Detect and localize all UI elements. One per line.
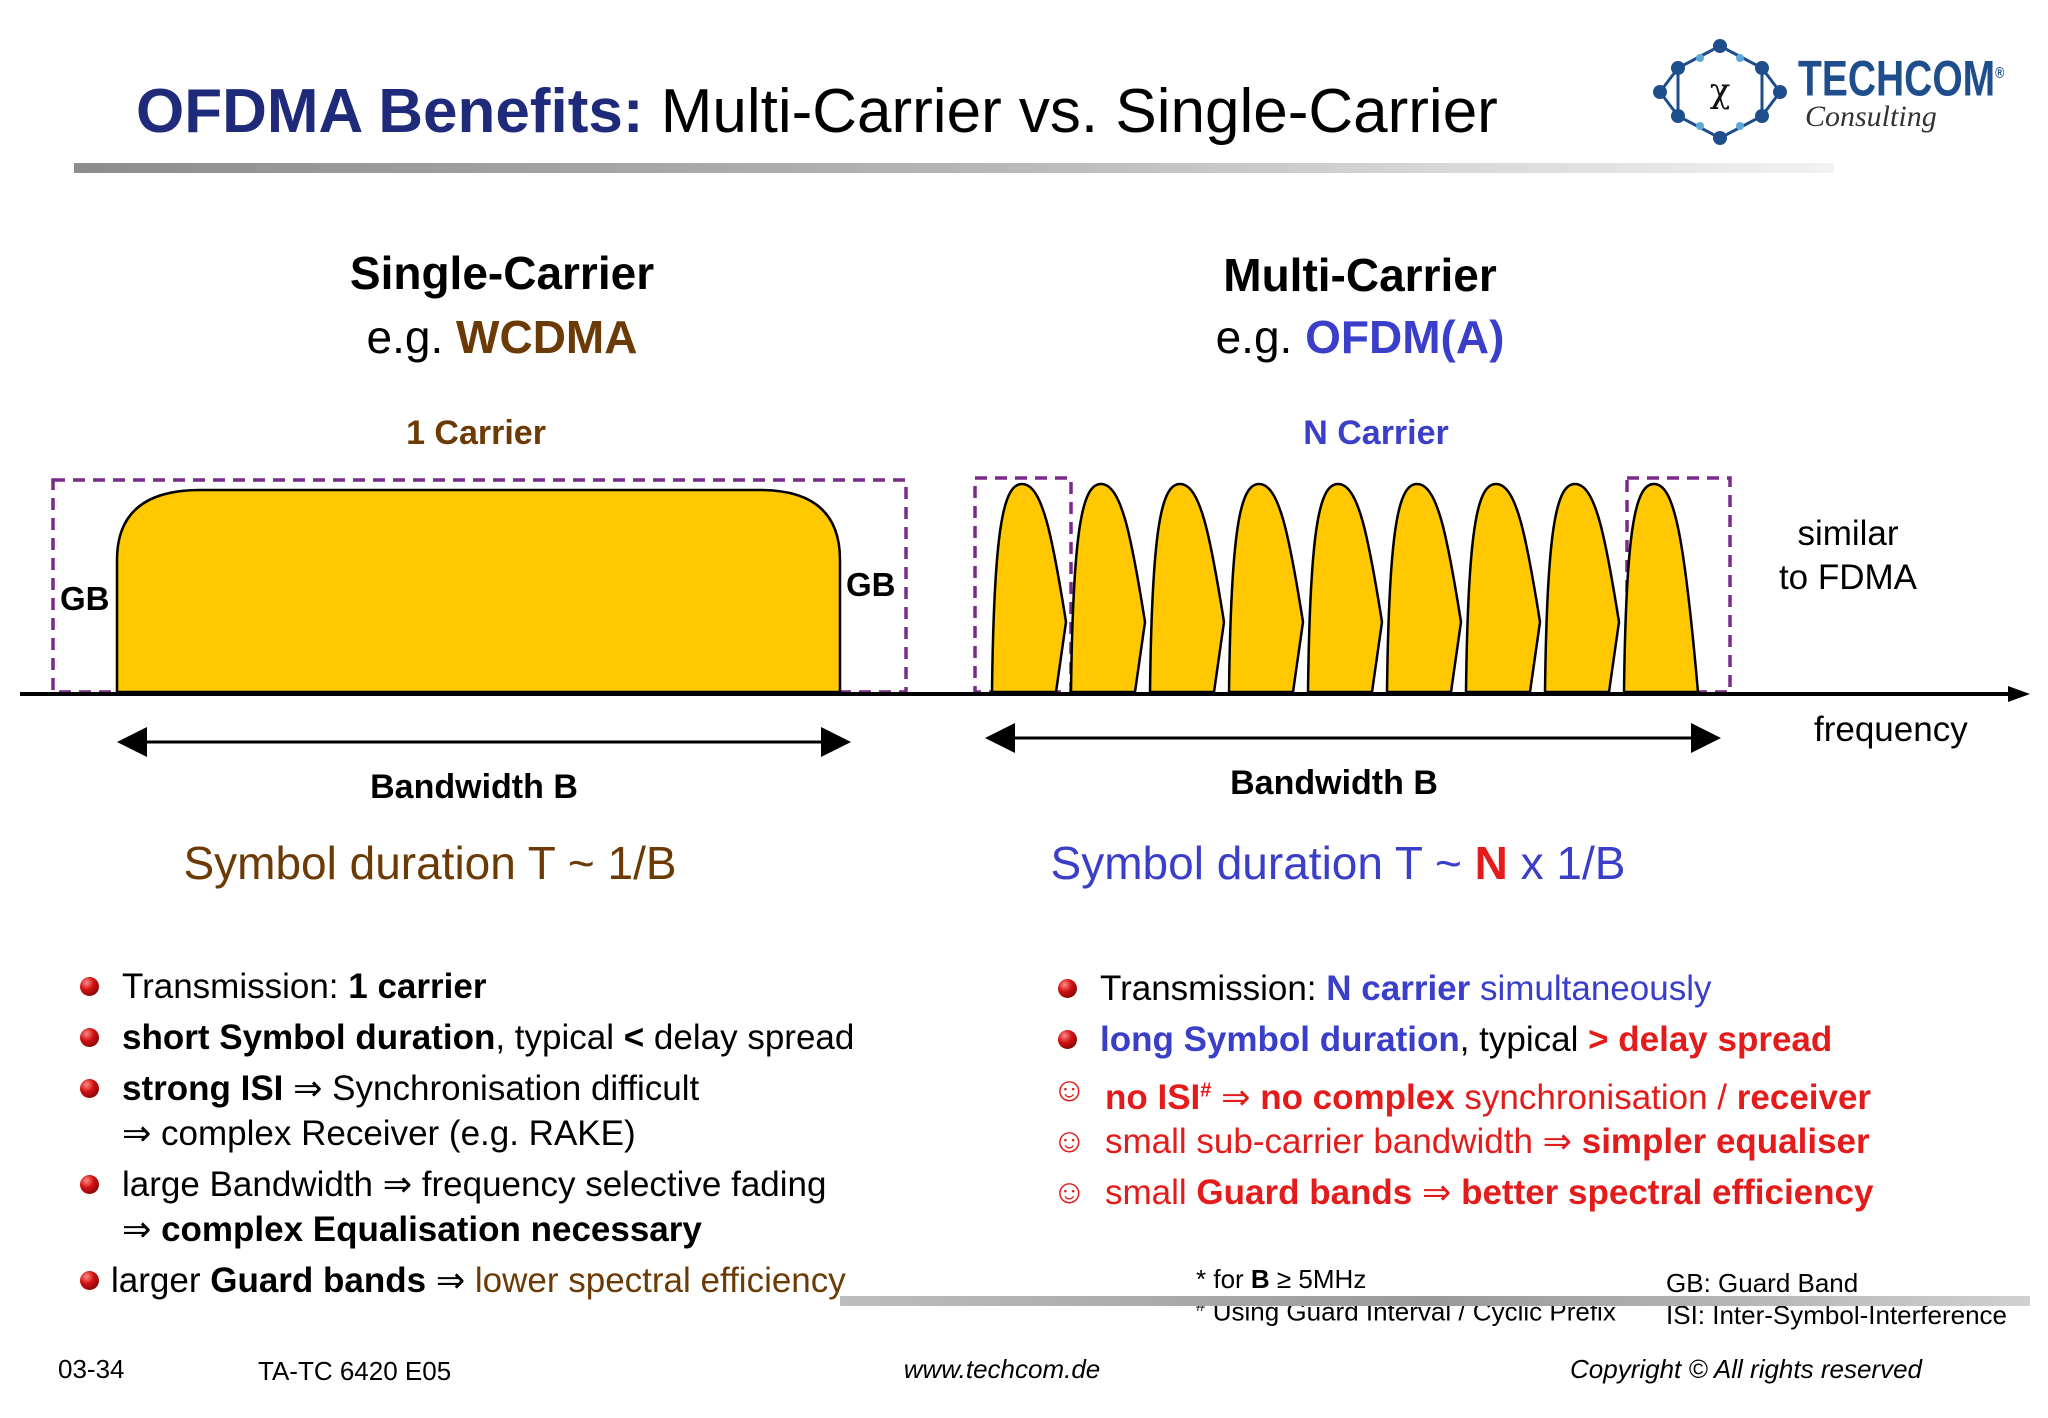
multi-carrier-bullets: Transmission: N carrier simultaneously l… [1052, 963, 1873, 1218]
subcarrier-lobe [1227, 482, 1305, 694]
svg-text:χ: χ [1710, 71, 1731, 111]
document-code: TA-TC 6420 E05 [258, 1356, 452, 1386]
list-item: Transmission: N carrier simultaneously [1058, 963, 1873, 1014]
subcarrier-lobe [1069, 482, 1147, 694]
logo-name: TECHCOM® [1798, 50, 2005, 107]
bullet-icon [80, 1079, 99, 1098]
multi-carrier-heading: Multi-Carrier [1223, 249, 1497, 301]
list-item: ☺ small sub-carrier bandwidth ⇒ simpler e… [1052, 1116, 1873, 1167]
single-symbol-duration: Symbol duration T ~ 1/B [183, 837, 677, 889]
list-item: ☺ small Guard bands ⇒ better spectral eff… [1052, 1167, 1873, 1218]
subcarrier-lobe [1385, 482, 1463, 694]
single-bandwidth-label: Bandwidth B [370, 768, 578, 806]
logo-tagline: Consulting [1805, 100, 1937, 133]
wcdma-label: WCDMA [456, 311, 638, 363]
subcarrier-lobe [1148, 482, 1226, 694]
fdma-note: similar to FDMA [1778, 514, 1918, 597]
footnote-bandwidth: * for B ≥ 5MHz [1196, 1264, 1367, 1294]
n-carrier-label: N Carrier [1303, 414, 1449, 452]
subcarrier-group [990, 482, 1700, 694]
subcarrier-lobe [1464, 482, 1542, 694]
list-item: ⇒ complex Equalisation necessary [122, 1210, 702, 1249]
title-underline [74, 163, 1834, 173]
bullet-icon [1058, 979, 1077, 998]
list-item: Transmission: 1 carrier [80, 961, 854, 1012]
single-carrier-heading: Single-Carrier [349, 247, 655, 299]
list-item: long Symbol duration, typical > delay sp… [1058, 1014, 1873, 1065]
list-item: ☺ no ISI# ⇒ no complex synchronisation / … [1052, 1065, 1873, 1117]
one-carrier-label: 1 Carrier [406, 414, 546, 452]
bullet-icon [80, 1175, 99, 1194]
bullet-icon [80, 1271, 99, 1290]
gb-left-label: GB [60, 580, 110, 617]
subcarrier-lobe [1622, 482, 1700, 694]
gb-right-label: GB [846, 566, 896, 603]
website-link[interactable]: www.techcom.de [903, 1354, 1101, 1384]
multi-carrier-example: e.g. OFDM(A) [1215, 311, 1505, 363]
ofdma-label: OFDM(A) [1305, 311, 1505, 363]
frequency-axis-label: frequency [1814, 710, 1968, 749]
smiley-icon: ☺ [1052, 1071, 1087, 1109]
list-item: large Bandwidth ⇒ frequency selective fa… [80, 1159, 854, 1204]
gb-definition: GB: Guard Band [1666, 1268, 1859, 1298]
list-item: short Symbol duration, typical < delay s… [80, 1012, 854, 1063]
bullet-icon [1058, 1030, 1077, 1049]
title-accent: OFDMA Benefits: [136, 77, 644, 146]
copyright-notice: Copyright © All rights reserved [1570, 1354, 1922, 1384]
list-item: ⇒ complex Receiver (e.g. RAKE) [122, 1114, 636, 1153]
molecule-logo-icon: χ [1653, 39, 1787, 145]
subcarrier-lobe [990, 482, 1068, 694]
multi-symbol-duration: Symbol duration T ~ N x 1/B [1050, 837, 1626, 889]
single-carrier-shape [115, 488, 842, 694]
single-carrier-example: e.g. WCDMA [366, 311, 638, 363]
subcarrier-lobe [1543, 482, 1621, 694]
smiley-icon: ☺ [1052, 1173, 1087, 1211]
multi-bandwidth-label: Bandwidth B [1230, 764, 1438, 802]
subcarrier-lobe [1306, 482, 1384, 694]
techcom-logo: χ TECHCOM® Consulting [1650, 38, 2004, 148]
list-item: strong ISI ⇒ Synchronisation difficult [80, 1063, 854, 1108]
title-rest: Multi-Carrier vs. Single-Carrier [643, 77, 1498, 146]
single-carrier-bullets: Transmission: 1 carrier short Symbol dur… [80, 961, 854, 1306]
smiley-icon: ☺ [1052, 1122, 1087, 1160]
multi-guard-band-box-left [973, 476, 1073, 694]
bullet-icon [80, 977, 99, 996]
page-number: 03-34 [58, 1354, 125, 1384]
footer-rule [840, 1296, 2030, 1306]
list-item: larger Guard bands ⇒ lower spectral effi… [80, 1255, 854, 1306]
frequency-axis-arrowhead [2008, 686, 2030, 702]
bullet-icon [80, 1028, 99, 1047]
slide-title: OFDMA Benefits: Multi-Carrier vs. Single… [136, 72, 1498, 152]
